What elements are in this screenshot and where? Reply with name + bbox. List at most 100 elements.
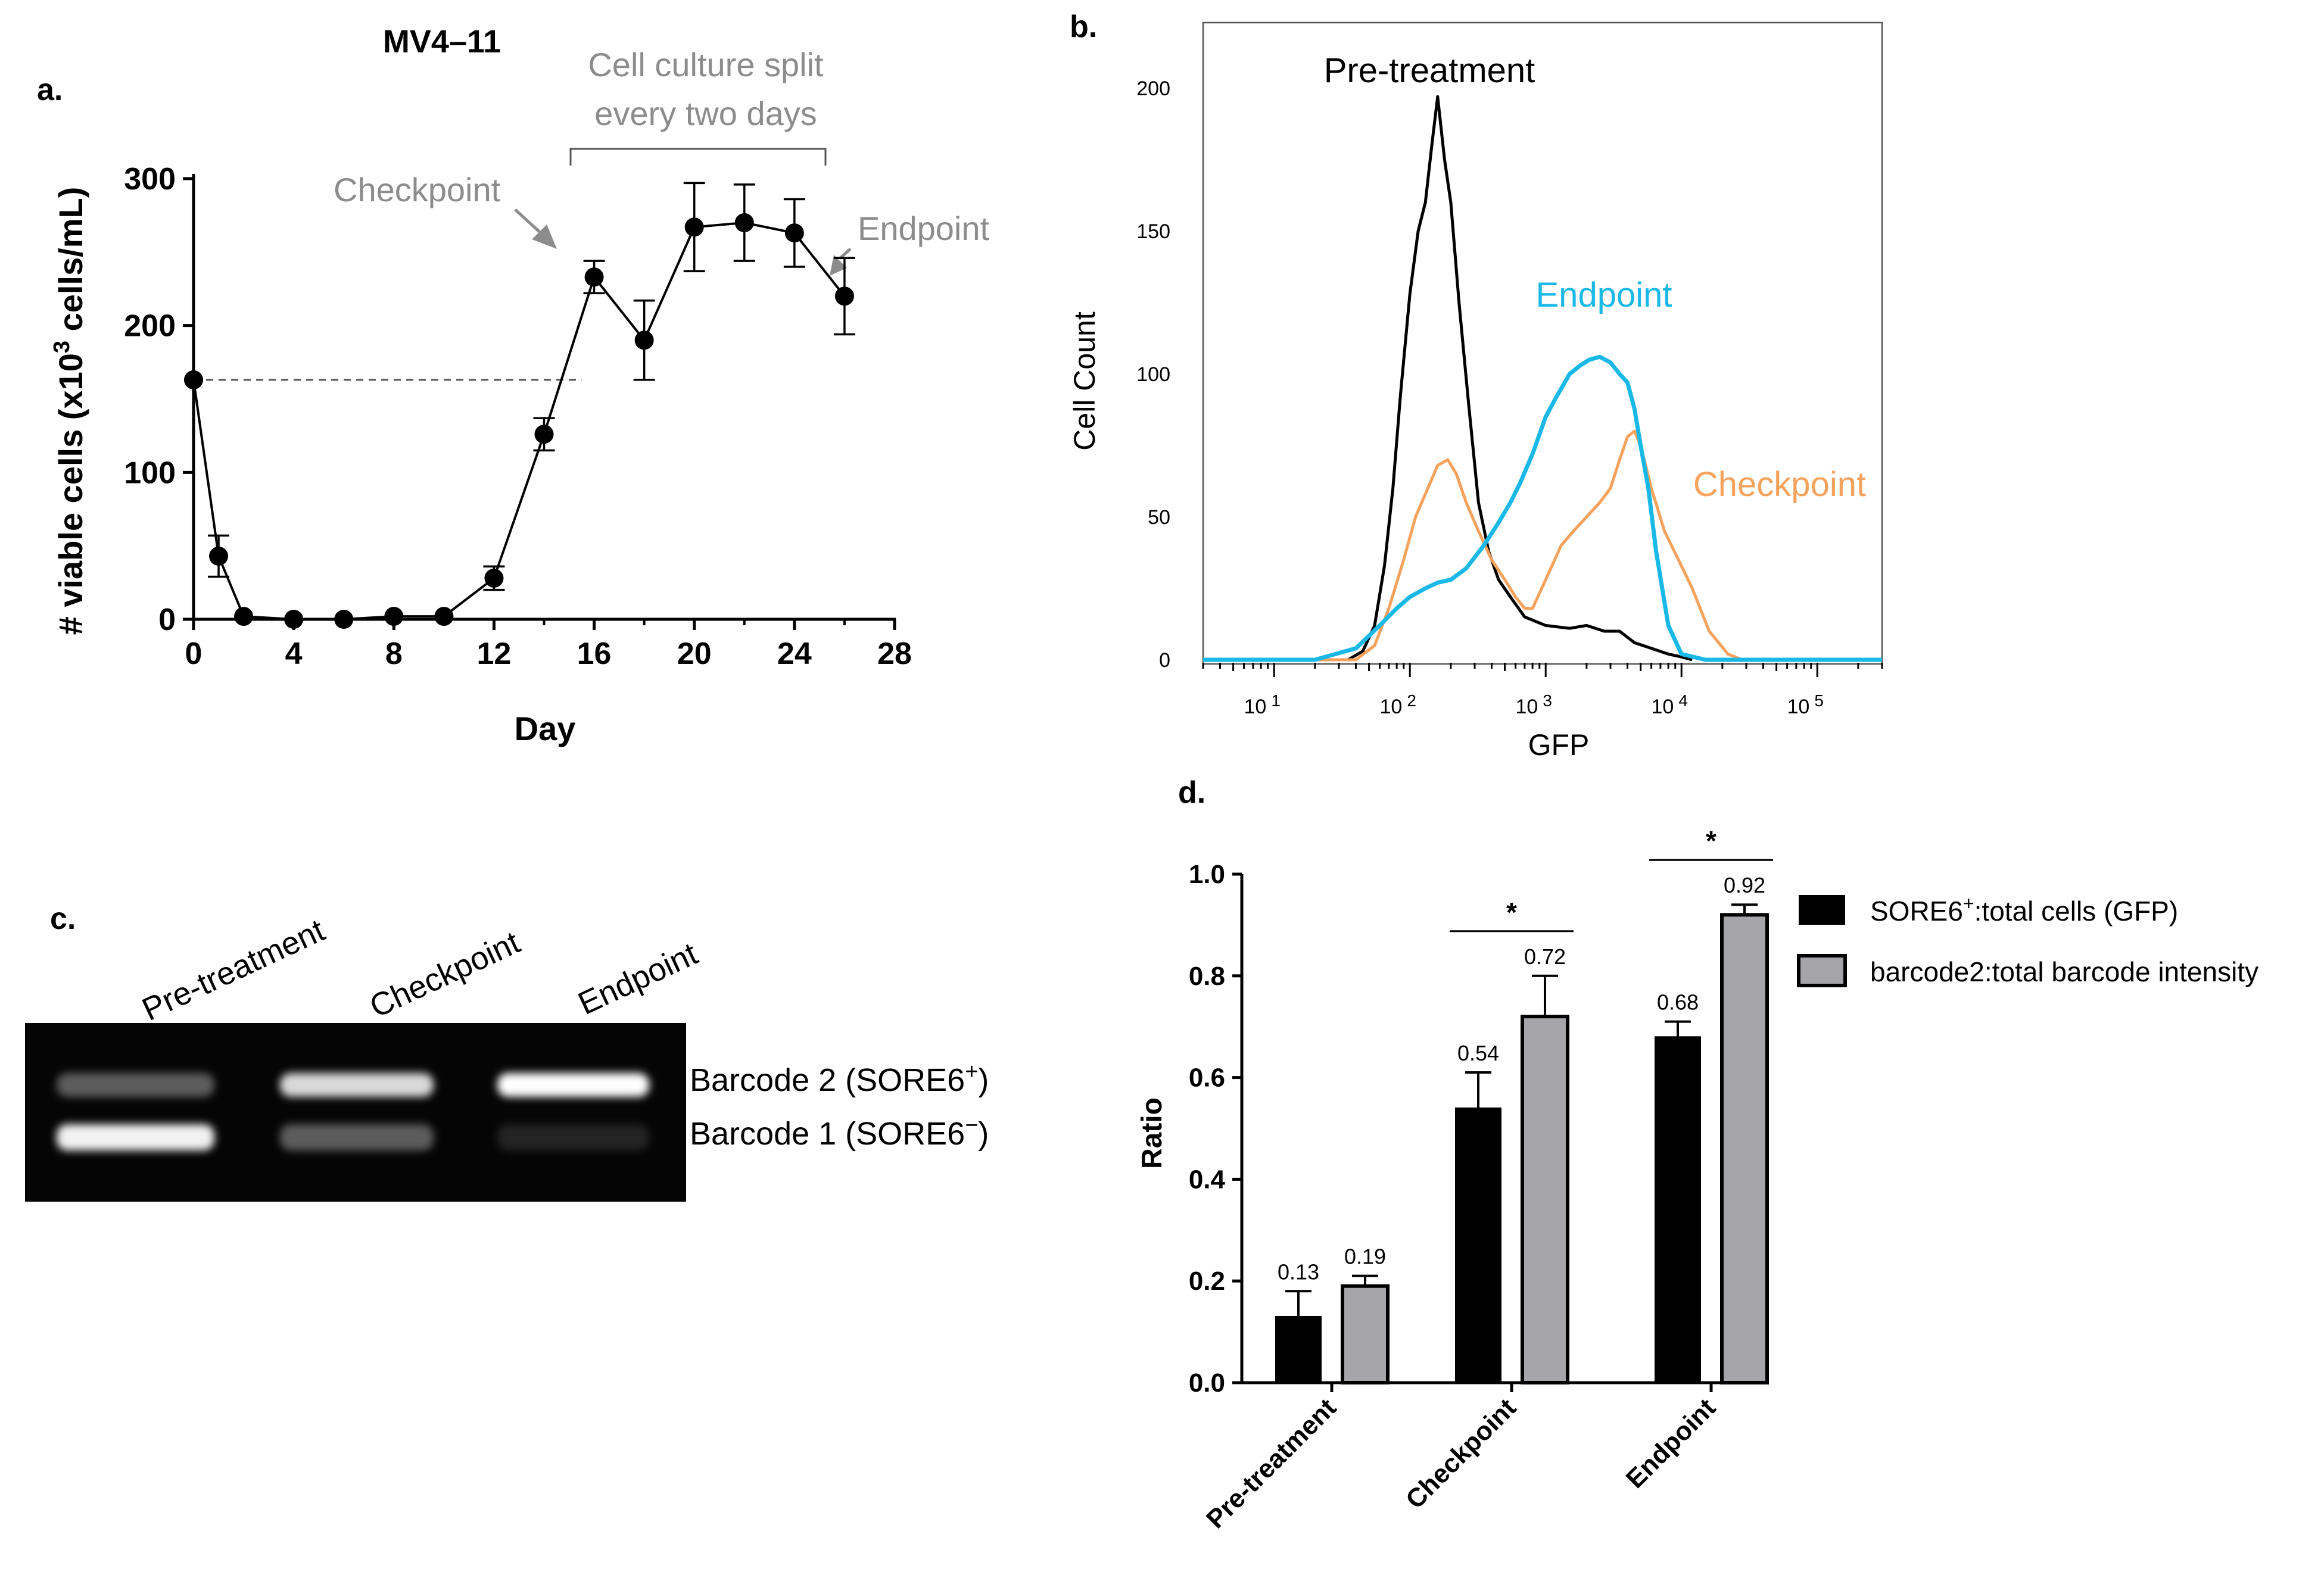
panel-d-category-label: Endpoint: [1621, 1393, 1722, 1494]
panel-b-frame: [1202, 21, 1883, 665]
split-note-line1: Cell culture split: [588, 46, 824, 83]
panel-d-bar-sore6: [1275, 1315, 1322, 1383]
panel-a-x-tick-label: 12: [477, 637, 512, 671]
panel-a-x-tick-label: 16: [577, 637, 612, 671]
panel-a-x-tick-label: 8: [385, 637, 403, 671]
panel-d-y-axis-label: Ratio: [1136, 1097, 1168, 1169]
label-checkpoint-series: Checkpoint: [1693, 465, 1866, 504]
panel-a-line-chart: a. MV4–11 Cell culture split every two d…: [37, 24, 990, 747]
panel-a-x-tick-label: 24: [777, 637, 812, 671]
panel-d-value-label: 0.92: [1724, 873, 1765, 897]
data-point: [834, 286, 854, 306]
panel-a-y-axis-label: # viable cells (x103 cells/mL): [49, 187, 89, 635]
panel-b-x-tick-label: 10 5: [1787, 691, 1824, 718]
panel-d-bar-sore6: [1455, 1107, 1501, 1383]
panel-a-y-tick-label: 300: [124, 162, 176, 197]
lane-label-endpoint: Endpoint: [573, 935, 703, 1021]
panel-b-y-tick-label: 50: [1148, 506, 1170, 529]
panel-d-bar-sore6: [1655, 1036, 1701, 1383]
panel-a-letter: a.: [37, 73, 63, 107]
panel-d-letter: d.: [1178, 775, 1205, 810]
panel-d-value-label: 0.13: [1278, 1259, 1319, 1284]
data-point: [784, 223, 804, 243]
histogram-line-endpoint: [1203, 354, 1882, 662]
legend-label-sore6: SORE6+:total cells (GFP): [1870, 893, 2178, 927]
data-point: [584, 267, 604, 287]
panel-b-x-tick-label: 10 3: [1516, 691, 1552, 718]
panel-d-y-tick-label: 0.8: [1189, 962, 1225, 991]
checkpoint-arrow-head: [532, 224, 557, 249]
data-point: [484, 568, 504, 588]
gel-band-barcode-2: [280, 1073, 434, 1097]
panel-d-value-label: 0.54: [1457, 1041, 1499, 1065]
panel-a-axes: 0 100 200 300 0 4 8 12 16 20 24 28: [124, 162, 912, 671]
data-point: [734, 213, 754, 232]
panel-b-y-tick-label: 100: [1136, 363, 1170, 386]
data-point: [334, 610, 354, 629]
data-point: [384, 607, 404, 626]
histogram-line-pre-treatment: [1347, 95, 1693, 662]
panel-b-axes: 0 50 100 150 200 10 1 10 2 10 3 10 4 10 5: [1136, 77, 1883, 718]
panel-d-y-tick-label: 0.0: [1189, 1368, 1225, 1398]
panel-a-x-axis-label: Day: [515, 710, 576, 747]
data-point: [209, 546, 229, 566]
panel-a-y-tick-label: 100: [124, 456, 176, 490]
band-label-barcode-1: Barcode 1 (SORE6−): [690, 1113, 989, 1152]
endpoint-arrow-shaft: [839, 248, 852, 260]
data-point: [434, 607, 454, 626]
panel-d-y-tick-label: 0.4: [1189, 1165, 1226, 1194]
panel-b-x-tick-label: 10 4: [1652, 691, 1688, 718]
gel-band-barcode-1: [280, 1124, 434, 1150]
panel-a-x-tick-label: 0: [185, 637, 203, 671]
split-note-line2: every two days: [594, 95, 817, 132]
panel-d-bar-barcode2: [1341, 1284, 1390, 1384]
significance-marker: *: [1706, 825, 1716, 856]
label-endpoint-series: Endpoint: [1536, 276, 1672, 314]
panel-d-legend: SORE6+:total cells (GFP) barcode2:total …: [1797, 893, 2258, 987]
panel-d-bar-barcode2: [1521, 1015, 1569, 1384]
panel-d-y-tick-label: 0.6: [1189, 1064, 1225, 1093]
panel-b-y-tick-label: 0: [1159, 649, 1170, 672]
panel-a-plot-area: [184, 182, 855, 629]
panel-b-x-tick-label: 10 2: [1380, 691, 1416, 718]
panel-d-category-label: Checkpoint: [1400, 1393, 1522, 1514]
lane-label-checkpoint: Checkpoint: [365, 924, 525, 1025]
lane-label-pre-treatment: Pre-treatment: [137, 912, 331, 1028]
legend-swatch-sore6: [1799, 895, 1845, 925]
panel-b-letter: b.: [1070, 10, 1097, 44]
panel-d-bar-chart: d. Ratio SORE6+:total cells (GFP) barcod…: [1136, 775, 2258, 1534]
panel-b-y-tick-label: 150: [1136, 220, 1170, 243]
gel-band-barcode-2: [497, 1073, 649, 1097]
panel-a-title: MV4–11: [383, 24, 501, 60]
panel-a-y-tick-label: 200: [124, 309, 176, 344]
gel-band-barcode-2: [57, 1073, 214, 1097]
panel-d-plot-area: 0.13 0.19 0.54 0.72 0.68 0.92 * *: [1275, 825, 1773, 1384]
panel-d-value-label: 0.68: [1657, 990, 1699, 1015]
legend-swatch-barcode2: [1797, 954, 1847, 987]
viable-cells-line: [192, 221, 846, 620]
gel-band-barcode-1: [57, 1124, 214, 1150]
panel-b-histogram: b. Cell Count GFP Pre-treatment Endpoint…: [1068, 10, 1883, 762]
panel-d-y-tick-label: 1.0: [1189, 860, 1225, 889]
panel-c-gel: c. Pre-treatment Checkpoint Endpoint Bar…: [25, 902, 989, 1202]
gel-image: [25, 1023, 686, 1202]
panel-c-letter: c.: [50, 902, 76, 936]
panel-b-y-axis-label: Cell Count: [1068, 311, 1101, 451]
panel-a-x-tick-label: 4: [285, 637, 303, 671]
panel-d-value-label: 0.72: [1524, 944, 1566, 969]
panel-d-y-tick-label: 0.2: [1189, 1267, 1225, 1296]
panel-a-x-tick-label: 20: [677, 637, 712, 671]
panel-a-y-tick-label: 0: [158, 603, 176, 637]
split-bracket: [569, 148, 827, 166]
data-point: [534, 425, 554, 444]
data-point: [234, 607, 254, 626]
gel-band-barcode-1: [497, 1124, 649, 1150]
panel-a-x-tick-label: 28: [877, 637, 912, 671]
endpoint-annotation: Endpoint: [858, 210, 990, 247]
label-pre-treatment-series: Pre-treatment: [1324, 51, 1535, 90]
gel-bands: [57, 1073, 649, 1150]
data-point: [184, 370, 203, 389]
significance-marker: *: [1506, 897, 1517, 928]
panel-d-value-label: 0.19: [1344, 1245, 1386, 1269]
checkpoint-arrow-shaft: [514, 208, 544, 236]
